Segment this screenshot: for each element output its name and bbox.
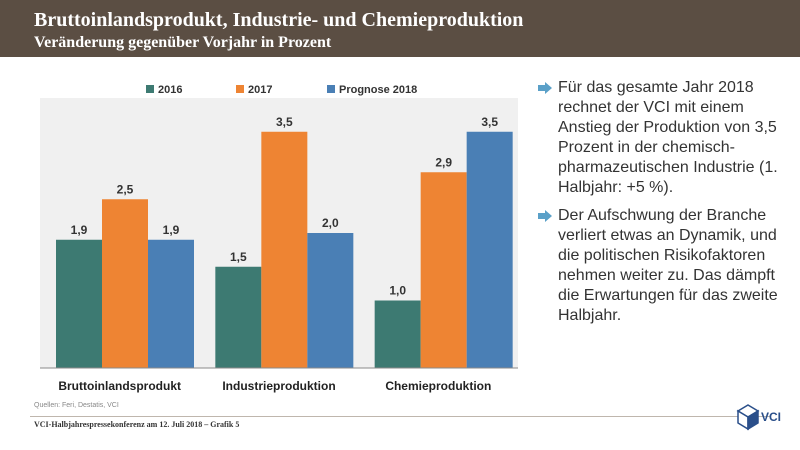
- bar-chart: 2016 2017 Prognose 2018 1,9 2,5 1,9 Bruttoinla…: [40, 84, 518, 393]
- bullet-text: Der Aufschwung der Branche verliert etwa…: [558, 207, 778, 324]
- data-label: 2,0: [322, 216, 339, 230]
- legend-label: 2017: [248, 84, 272, 96]
- arrow-right-icon: [538, 210, 552, 222]
- bar: [102, 199, 148, 368]
- legend-swatch: [327, 85, 335, 93]
- data-label: 1,9: [163, 223, 180, 237]
- legend-swatch: [236, 85, 244, 93]
- bullet-item: Der Aufschwung der Branche verliert etwa…: [538, 206, 783, 326]
- cube-icon: [736, 404, 760, 431]
- vci-logo: VCI: [736, 404, 781, 431]
- legend-label: Prognose 2018: [339, 84, 417, 96]
- header-bar: Bruttoinlandsprodukt, Industrie- und Che…: [0, 0, 800, 57]
- category-label: Chemieproduktion: [385, 379, 491, 393]
- bar: [148, 239, 194, 368]
- data-label: 3,5: [481, 115, 498, 129]
- bar: [307, 233, 354, 368]
- sources-note: Quellen: Feri, Destatis, VCI: [34, 402, 119, 409]
- bullet-text: Für das gesamte Jahr 2018 rechnet der VC…: [558, 79, 778, 196]
- bar: [261, 131, 308, 368]
- arrow-right-icon: [538, 82, 552, 94]
- data-label: 3,5: [276, 115, 293, 129]
- bullet-list: Für das gesamte Jahr 2018 rechnet der VC…: [538, 78, 783, 334]
- category-label: Industrieproduktion: [222, 379, 335, 393]
- footer-divider: [30, 416, 770, 417]
- category-label: Bruttoinlandsprodukt: [58, 379, 181, 393]
- data-label: 1,5: [230, 250, 247, 264]
- legend-swatch: [146, 85, 154, 93]
- data-label: 1,9: [71, 223, 88, 237]
- bar: [420, 172, 467, 368]
- bar: [215, 266, 262, 368]
- data-label: 2,9: [435, 155, 452, 169]
- page-subtitle: Veränderung gegenüber Vorjahr in Prozent: [34, 34, 332, 51]
- legend-label: 2016: [158, 84, 182, 96]
- data-label: 1,0: [389, 284, 406, 298]
- logo-text: VCI: [761, 410, 781, 424]
- footer-caption: VCI-Halbjahrespressekonferenz am 12. Jul…: [34, 420, 240, 429]
- bar: [56, 239, 102, 368]
- data-label: 2,5: [117, 182, 134, 196]
- bullet-item: Für das gesamte Jahr 2018 rechnet der VC…: [538, 78, 783, 198]
- bar: [466, 131, 513, 368]
- bar: [374, 300, 421, 368]
- page-title: Bruttoinlandsprodukt, Industrie- und Che…: [34, 9, 524, 31]
